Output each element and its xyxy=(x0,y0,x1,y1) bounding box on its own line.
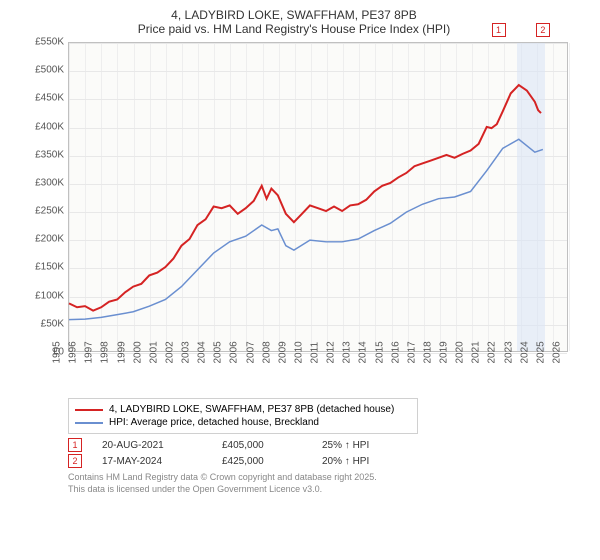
legend-box: 4, LADYBIRD LOKE, SWAFFHAM, PE37 8PB (de… xyxy=(68,398,418,434)
x-axis-label: 2019 xyxy=(438,341,449,363)
y-axis-label: £500K xyxy=(35,65,64,76)
marker-diff: 20% ↑ HPI xyxy=(322,456,369,467)
x-axis-label: 2002 xyxy=(164,341,175,363)
marker-number-box: 2 xyxy=(68,454,82,468)
attribution-line2: This data is licensed under the Open Gov… xyxy=(68,484,570,496)
x-axis-label: 2010 xyxy=(293,341,304,363)
y-axis-label: £250K xyxy=(35,206,64,217)
x-axis-label: 1998 xyxy=(100,341,111,363)
marker-row: 2 17-MAY-2024 £425,000 20% ↑ HPI xyxy=(68,454,570,468)
x-axis-label: 2007 xyxy=(245,341,256,363)
x-axis-label: 2008 xyxy=(261,341,272,363)
gridline-v xyxy=(569,43,570,351)
marker-price: £425,000 xyxy=(222,456,302,467)
x-axis-label: 2021 xyxy=(471,341,482,363)
y-axis-label: £550K xyxy=(35,37,64,48)
chart-area: 12 £0£50K£100K£150K£200K£250K£300K£350K£… xyxy=(18,42,578,392)
x-axis-label: 2005 xyxy=(213,341,224,363)
chart-marker: 2 xyxy=(536,23,550,37)
y-axis-label: £350K xyxy=(35,149,64,160)
x-axis-label: 2026 xyxy=(551,341,562,363)
y-axis-label: £300K xyxy=(35,177,64,188)
x-axis-label: 2003 xyxy=(180,341,191,363)
legend-swatch-2 xyxy=(75,422,103,424)
x-axis-label: 2020 xyxy=(455,341,466,363)
y-axis-label: £100K xyxy=(35,290,64,301)
marker-diff: 25% ↑ HPI xyxy=(322,440,369,451)
y-axis-label: £200K xyxy=(35,234,64,245)
x-axis-label: 2011 xyxy=(310,342,321,364)
marker-price: £405,000 xyxy=(222,440,302,451)
attribution-line1: Contains HM Land Registry data © Crown c… xyxy=(68,472,570,484)
series-price_paid xyxy=(69,85,541,311)
marker-row: 1 20-AUG-2021 £405,000 25% ↑ HPI xyxy=(68,438,570,452)
x-axis-label: 2022 xyxy=(487,341,498,363)
series-hpi xyxy=(69,139,543,319)
x-axis-label: 1996 xyxy=(68,341,79,363)
y-axis-label: £150K xyxy=(35,262,64,273)
line-svg xyxy=(69,43,567,351)
marker-date: 20-AUG-2021 xyxy=(102,440,202,451)
legend-row-1: 4, LADYBIRD LOKE, SWAFFHAM, PE37 8PB (de… xyxy=(75,403,411,416)
x-axis-label: 2025 xyxy=(535,341,546,363)
x-axis-label: 2014 xyxy=(358,341,369,363)
x-axis-label: 1999 xyxy=(116,341,127,363)
legend-row-2: HPI: Average price, detached house, Brec… xyxy=(75,416,411,429)
title-line1: 4, LADYBIRD LOKE, SWAFFHAM, PE37 8PB xyxy=(8,8,580,22)
chart-container: 4, LADYBIRD LOKE, SWAFFHAM, PE37 8PB Pri… xyxy=(0,0,600,560)
x-axis-label: 2012 xyxy=(326,341,337,363)
x-axis-label: 2015 xyxy=(374,341,385,363)
legend-swatch-1 xyxy=(75,409,103,411)
attribution: Contains HM Land Registry data © Crown c… xyxy=(68,472,570,495)
x-axis-label: 2013 xyxy=(342,341,353,363)
chart-marker: 1 xyxy=(492,23,506,37)
plot-area: 12 xyxy=(68,42,568,352)
x-axis-label: 2016 xyxy=(390,341,401,363)
x-axis-label: 2023 xyxy=(503,341,514,363)
x-axis-label: 2000 xyxy=(132,341,143,363)
x-axis-label: 2001 xyxy=(148,341,159,363)
x-axis-label: 2004 xyxy=(197,341,208,363)
legend-label-2: HPI: Average price, detached house, Brec… xyxy=(109,417,319,428)
x-axis-label: 2017 xyxy=(406,341,417,363)
x-axis-label: 2024 xyxy=(519,341,530,363)
y-axis-label: £450K xyxy=(35,93,64,104)
marker-number-box: 1 xyxy=(68,438,82,452)
x-axis-label: 1995 xyxy=(51,341,62,363)
marker-rows: 1 20-AUG-2021 £405,000 25% ↑ HPI 2 17-MAY-202… xyxy=(8,438,580,468)
y-axis-label: £400K xyxy=(35,121,64,132)
legend-label-1: 4, LADYBIRD LOKE, SWAFFHAM, PE37 8PB (de… xyxy=(109,404,394,415)
x-axis-label: 1997 xyxy=(84,341,95,363)
x-axis-label: 2006 xyxy=(229,341,240,363)
x-axis-label: 2018 xyxy=(422,341,433,363)
marker-date: 17-MAY-2024 xyxy=(102,456,202,467)
x-axis-label: 2009 xyxy=(277,341,288,363)
y-axis-label: £50K xyxy=(41,318,64,329)
